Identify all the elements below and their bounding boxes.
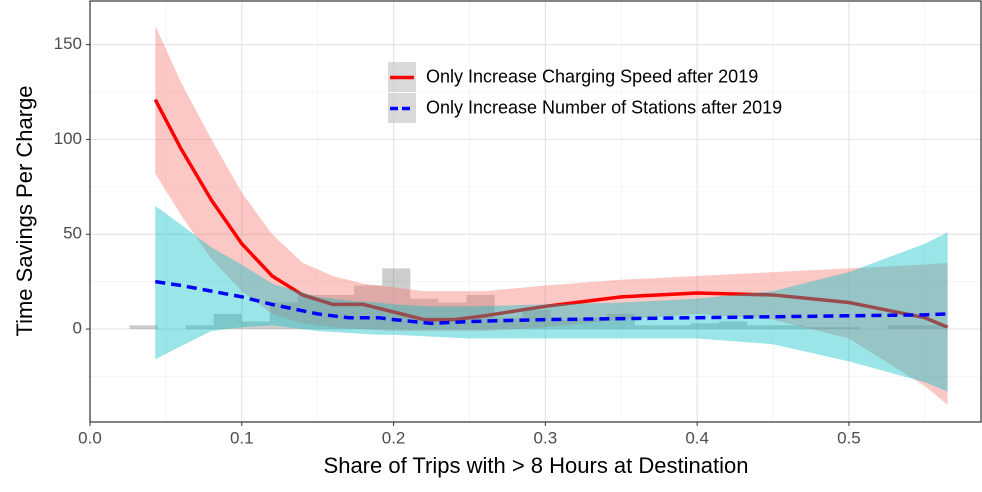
legend-label: Only Increase Charging Speed after 2019 — [426, 66, 758, 86]
y-tick-label: 150 — [54, 34, 82, 53]
x-tick-label: 0.0 — [78, 428, 102, 447]
y-tick-label: 50 — [63, 224, 82, 243]
x-tick-label: 0.2 — [382, 428, 406, 447]
legend-label: Only Increase Number of Stations after 2… — [426, 97, 782, 117]
y-axis-title: Time Savings Per Charge — [12, 85, 37, 336]
y-tick-label: 100 — [54, 129, 82, 148]
x-axis-title: Share of Trips with > 8 Hours at Destina… — [324, 453, 749, 478]
x-tick-label: 0.5 — [837, 428, 861, 447]
histogram-bar — [129, 325, 157, 329]
x-tick-label: 0.1 — [230, 428, 254, 447]
x-tick-label: 0.3 — [534, 428, 558, 447]
y-tick-label: 0 — [73, 319, 82, 338]
x-tick-label: 0.4 — [685, 428, 709, 447]
